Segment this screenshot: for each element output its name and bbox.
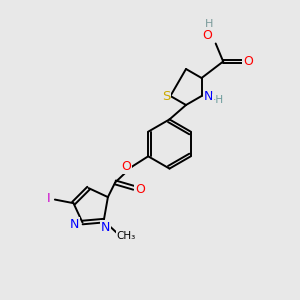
- Text: S: S: [162, 89, 170, 103]
- Text: ·H: ·H: [212, 94, 224, 105]
- Text: O: O: [202, 28, 212, 42]
- Text: O: O: [136, 183, 145, 196]
- Text: CH₃: CH₃: [116, 231, 135, 241]
- Text: N: N: [100, 221, 110, 234]
- Text: O: O: [244, 55, 253, 68]
- Text: N: N: [203, 89, 213, 103]
- Text: I: I: [46, 193, 50, 206]
- Text: O: O: [121, 160, 130, 173]
- Text: H: H: [205, 19, 213, 29]
- Text: N: N: [69, 218, 79, 230]
